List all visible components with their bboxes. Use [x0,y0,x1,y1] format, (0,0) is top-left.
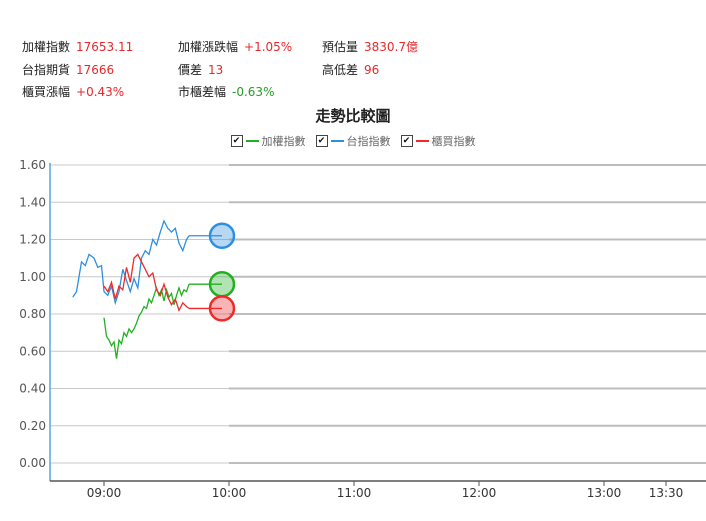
stat-label: 加權漲跌幅 [178,40,239,54]
x-tick-label: 13:30 [649,486,684,500]
otc-line [103,253,190,312]
stat-label: 加權指數 [22,40,71,54]
legend-label: 台指指數 [346,135,391,148]
legend-swatch [330,140,344,142]
stat-value: 96 [364,63,380,77]
stat-value: 17666 [76,63,115,77]
x-tick-label: 09:00 [87,486,122,500]
stat-label: 市櫃差幅 [178,85,227,99]
y-tick-label: 1.00 [19,270,46,284]
legend-label: 加權指數 [261,135,306,148]
stat-value: -0.63% [232,85,275,99]
y-tick-label: 0.20 [19,419,46,433]
y-tick-label: 1.60 [19,158,46,172]
y-tick-label: 1.40 [19,195,46,209]
chart-legend: ✔ 加權指數 ✔ 台指指數 ✔ 櫃買指數 [0,133,706,149]
legend-swatch [415,140,429,142]
stat-label: 櫃買漲幅 [22,85,71,99]
stat-otc-change: 櫃買漲幅 +0.43% [22,83,124,100]
stat-value: +1.05% [244,40,293,54]
futures-line [72,219,190,306]
y-tick-label: 0.60 [19,344,46,358]
y-tick-label: 0.40 [19,382,46,396]
chart-title: 走勢比較圖 [315,107,391,125]
x-tick-label: 11:00 [337,486,372,500]
stat-label: 高低差 [322,63,359,77]
taiex-line [103,283,190,359]
y-tick-label: 1.20 [19,233,46,247]
stat-value: +0.43% [76,85,125,99]
legend-item-taiex[interactable]: ✔ 加權指數 [230,133,306,149]
stat-taiex-change: 加權漲跌幅 +1.05% [178,38,292,55]
stat-label: 預估量 [322,40,359,54]
legend-item-otc[interactable]: ✔ 櫃買指數 [400,133,476,149]
stat-spread: 價差 13 [178,61,223,78]
stat-value: 13 [208,63,224,77]
y-tick-label: 0.00 [19,456,46,470]
legend-checkbox[interactable]: ✔ [230,135,243,147]
x-tick-label: 13:00 [587,486,622,500]
stat-taiex: 加權指數 17653.11 [22,38,133,55]
stat-market-otc-diff: 市櫃差幅 -0.63% [178,83,274,100]
y-tick-label: 0.80 [19,307,46,321]
market-stats: 加權指數 17653.11 加權漲跌幅 +1.05% 預估量 3830.7億 台指期貨… [0,0,706,100]
stat-estimated-volume: 預估量 3830.7億 [322,38,418,55]
legend-swatch [245,140,259,142]
stat-label: 台指期貨 [22,63,71,77]
legend-checkbox[interactable]: ✔ [315,135,328,147]
x-tick-label: 12:00 [462,486,497,500]
x-tick-label: 10:00 [212,486,247,500]
legend-item-futures[interactable]: ✔ 台指指數 [315,133,391,149]
stat-value: 17653.11 [76,40,134,54]
legend-checkbox[interactable]: ✔ [400,135,413,147]
stat-value: 3830.7億 [364,40,419,54]
legend-label: 櫃買指數 [431,135,476,148]
stat-futures: 台指期貨 17666 [22,61,114,78]
stat-label: 價差 [178,63,203,77]
stat-high-low: 高低差 96 [322,61,379,78]
